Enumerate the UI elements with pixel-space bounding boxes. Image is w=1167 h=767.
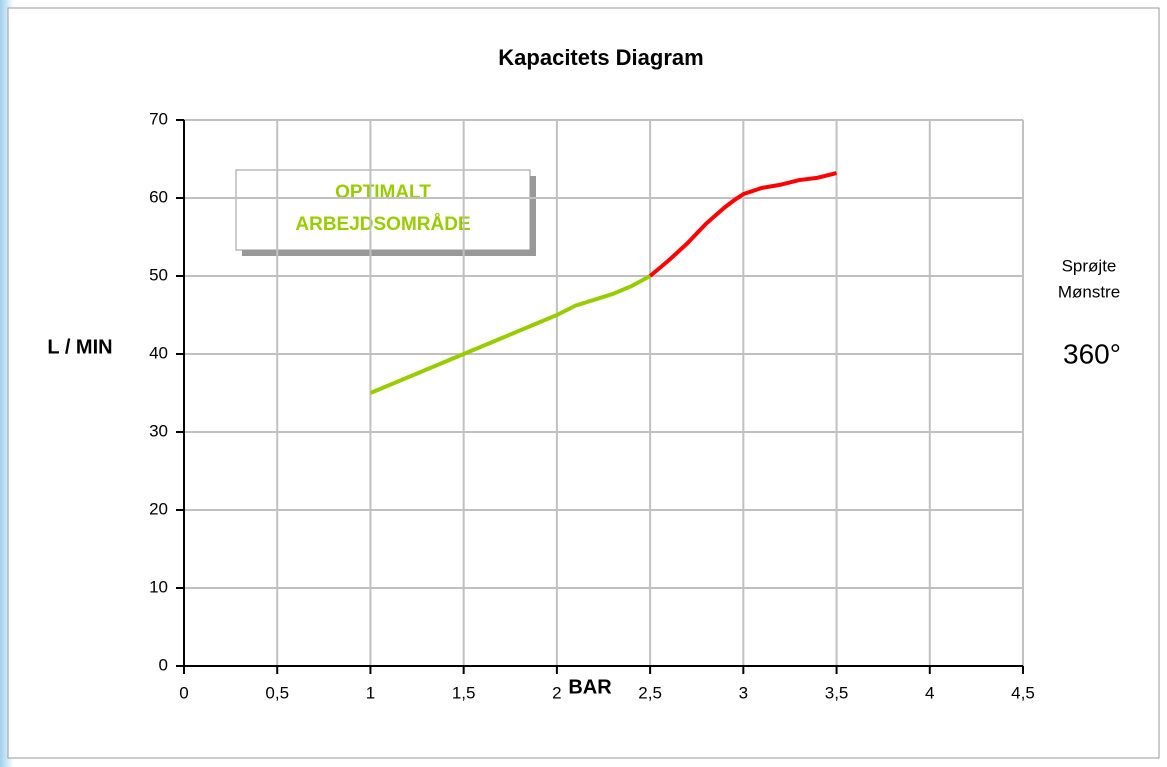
side-value: 360°: [1063, 338, 1121, 369]
y-tick-label: 20: [149, 499, 168, 518]
annotation-box: [235, 169, 531, 251]
x-tick-label: 0: [179, 683, 188, 702]
y-tick-label: 0: [159, 655, 168, 674]
x-tick-label: 3: [739, 683, 748, 702]
data-line: [369, 274, 652, 395]
chart-frame: [7, 7, 1160, 759]
chart-title: Kapacitets Diagram: [498, 45, 703, 70]
annotation-text: ARBEJDSOMRÅDE: [295, 214, 470, 235]
y-tick-label: 70: [149, 109, 168, 128]
x-tick-label: 4,5: [1011, 683, 1035, 702]
data-line: [648, 171, 838, 278]
x-tick-label: 1,5: [452, 683, 476, 702]
x-tick-label: 1: [366, 683, 375, 702]
annotation-text: OPTIMALT: [335, 182, 431, 203]
y-tick-label: 40: [149, 343, 168, 362]
y-tick-label: 10: [149, 577, 168, 596]
side-label: Mønstre: [1058, 282, 1120, 301]
x-tick-label: 4: [925, 683, 934, 702]
y-tick-label: 50: [149, 265, 168, 284]
x-tick-label: 2,5: [638, 683, 662, 702]
y-axis-label: L / MIN: [47, 336, 112, 358]
x-tick-label: 2: [552, 683, 561, 702]
y-tick-label: 60: [149, 187, 168, 206]
side-label: Sprøjte: [1062, 256, 1117, 275]
x-tick-label: 0,5: [265, 683, 289, 702]
y-tick-label: 30: [149, 421, 168, 440]
x-tick-label: 3,5: [825, 683, 849, 702]
x-axis-label: BAR: [568, 676, 612, 698]
